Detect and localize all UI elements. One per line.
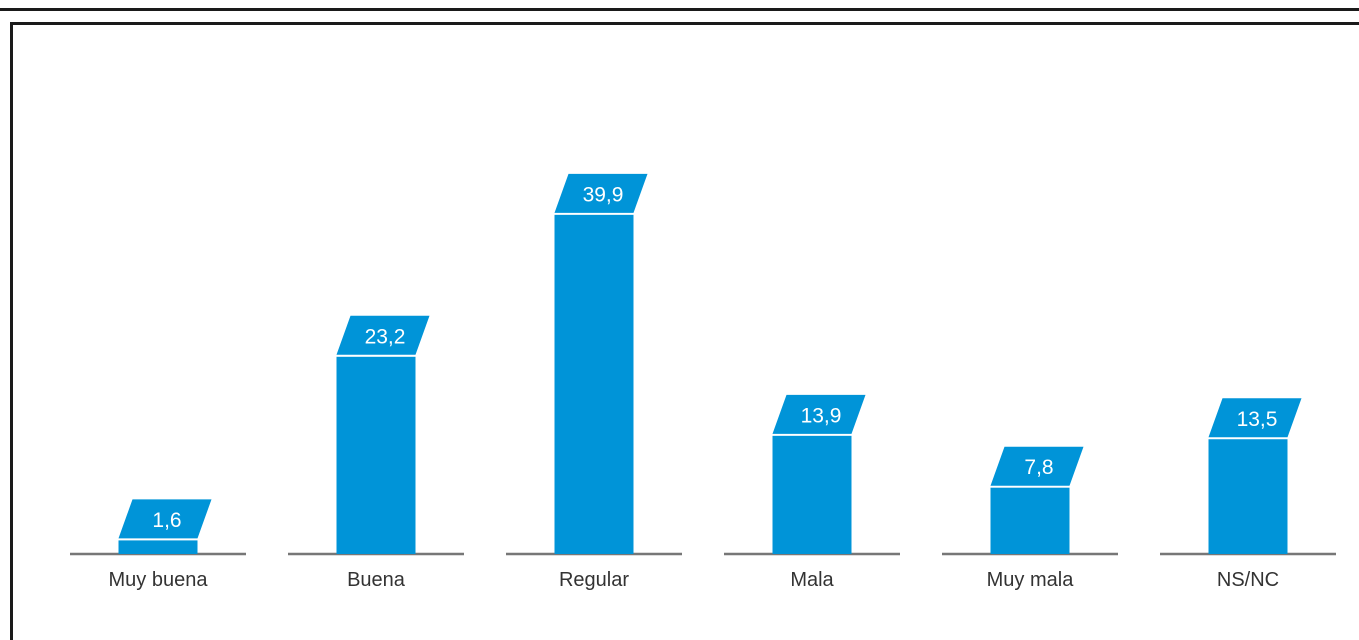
bar [1208, 439, 1288, 554]
chart-frame [10, 22, 1359, 640]
category-label: Buena [347, 569, 406, 591]
category-label: Muy mala [987, 569, 1075, 591]
category-labels: Muy buena Buena Regular Mala Muy mala NS/NC [109, 569, 1280, 591]
category-label: Regular [559, 569, 629, 591]
bar [554, 214, 634, 554]
top-rule [0, 8, 1359, 11]
bar [118, 540, 198, 554]
value-tag [1208, 398, 1302, 438]
category-label: NS/NC [1217, 569, 1279, 591]
value-label: 13,9 [801, 404, 842, 427]
value-tag [554, 173, 648, 213]
value-tag [990, 446, 1084, 486]
bars [118, 214, 1288, 554]
category-label: Mala [790, 569, 834, 591]
value-label: 23,2 [365, 325, 406, 348]
bar [772, 435, 852, 554]
bar [990, 487, 1070, 554]
bar [336, 356, 416, 554]
value-label: 7,8 [1024, 456, 1053, 479]
value-tag [336, 315, 430, 355]
category-label: Muy buena [109, 569, 209, 591]
value-label: 1,6 [152, 509, 181, 532]
value-label: 39,9 [583, 183, 624, 206]
value-tag [772, 394, 866, 434]
value-label: 13,5 [1237, 408, 1278, 431]
value-tags: 1,6 23,2 39,9 13,9 7,8 13,5 [118, 173, 1302, 539]
value-tag [118, 499, 212, 539]
